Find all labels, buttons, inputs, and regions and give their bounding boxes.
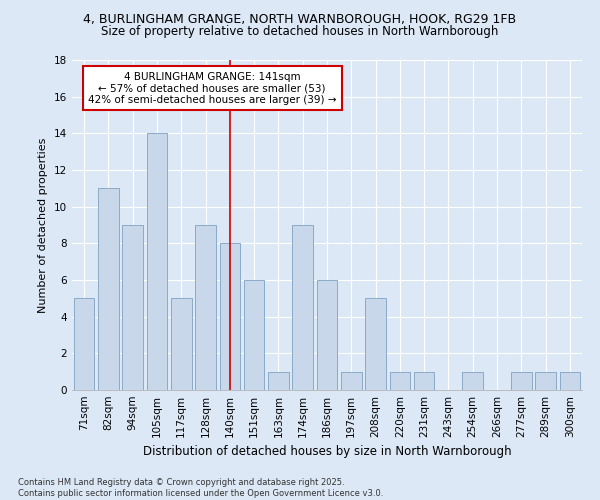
Bar [220,244,240,390]
X-axis label: Distribution of detached houses by size in North Warnborough: Distribution of detached houses by size … [143,446,511,458]
Bar [244,280,265,390]
Bar [560,372,580,390]
Bar [414,372,434,390]
Bar [511,372,532,390]
Text: Contains HM Land Registry data © Crown copyright and database right 2025.
Contai: Contains HM Land Registry data © Crown c… [18,478,383,498]
Bar [195,225,216,390]
Bar [317,280,337,390]
Bar [122,225,143,390]
Bar [146,134,167,390]
Text: 4 BURLINGHAM GRANGE: 141sqm
← 57% of detached houses are smaller (53)
42% of sem: 4 BURLINGHAM GRANGE: 141sqm ← 57% of det… [88,72,337,105]
Bar [98,188,119,390]
Bar [365,298,386,390]
Bar [535,372,556,390]
Bar [463,372,483,390]
Bar [268,372,289,390]
Bar [341,372,362,390]
Bar [292,225,313,390]
Bar [74,298,94,390]
Text: Size of property relative to detached houses in North Warnborough: Size of property relative to detached ho… [101,25,499,38]
Bar [171,298,191,390]
Y-axis label: Number of detached properties: Number of detached properties [38,138,49,312]
Text: 4, BURLINGHAM GRANGE, NORTH WARNBOROUGH, HOOK, RG29 1FB: 4, BURLINGHAM GRANGE, NORTH WARNBOROUGH,… [83,12,517,26]
Bar [389,372,410,390]
